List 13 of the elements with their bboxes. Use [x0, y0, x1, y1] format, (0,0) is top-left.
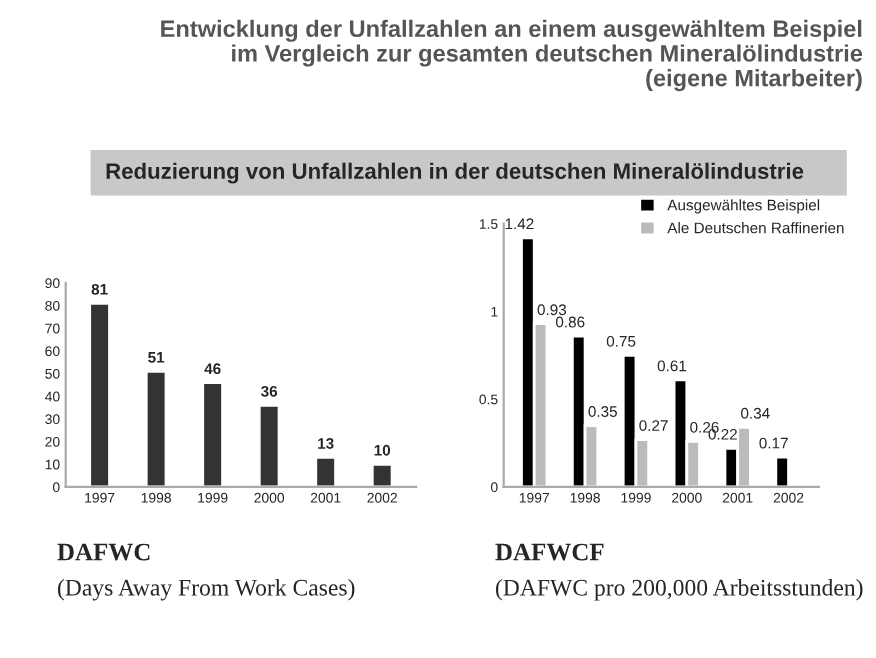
- text: Entwicklung der Unfallzahlen an einem ausgewähltem Beispiel im Vergleich zur gesamten deutschen Mineralölindustrie (eigene Mitarbeiter): [161, 19, 863, 92]
- bar: [257, 403, 281, 487]
- text: (Days Away From Work Cases): [57, 579, 355, 601]
- bar: [774, 455, 790, 487]
- text: Reduzierung von Unfallzahlen in der deutschen Mineralölindustrie: [106, 162, 804, 184]
- text: DAFWCF: [495, 543, 604, 561]
- bar: [314, 456, 337, 487]
- bar: [201, 381, 224, 487]
- bar: [370, 462, 394, 487]
- text: DAFWC: [57, 543, 150, 561]
- text: (DAFWC pro 200,000 Arbeitsstunden): [495, 579, 863, 601]
- bar: [144, 369, 168, 487]
- bar: [88, 301, 111, 487]
